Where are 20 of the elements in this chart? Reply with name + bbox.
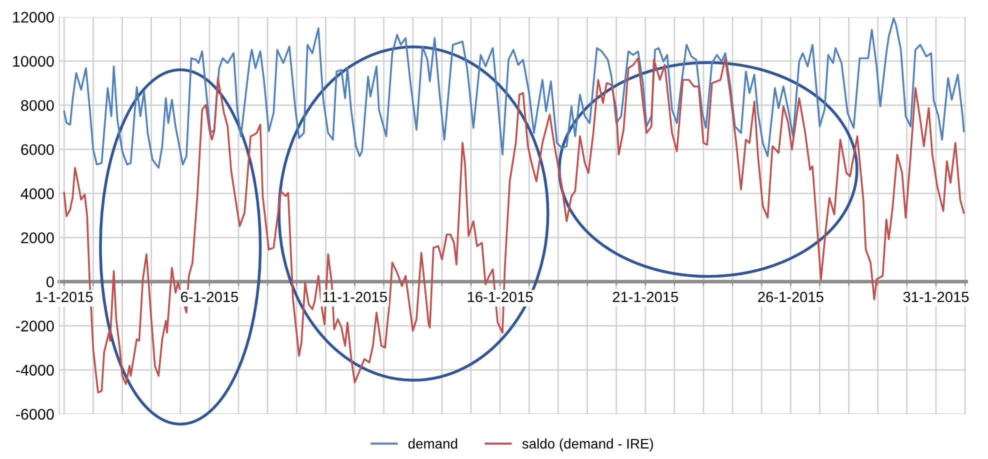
x-tick-label: 11-1-2015 [323,292,387,302]
line-series [63,17,965,169]
y-tick-label: 0 [46,276,54,288]
legend-label: demand [408,438,458,449]
y-tick-label: 10000 [13,56,54,67]
y-tick-label: 2000 [21,232,54,244]
y-tick-label: 6000 [21,144,54,156]
x-tick-label: 26-1-2015 [758,292,824,302]
x-tick-label: 6-1-2015 [180,292,238,302]
y-tick-label: -2000 [16,320,54,332]
y-tick-label: 4000 [20,188,54,200]
y-tick-label: -4000 [16,364,54,376]
legend-label: saldo (demand - IRE) [522,438,654,452]
x-tick-label: 1-1-2015 [36,292,93,302]
y-tick-label: -6000 [16,408,54,420]
x-tick-label: 21-1-2015 [612,292,678,302]
y-tick-label: 12000 [13,12,54,23]
x-tick-label: 31-1-2015 [903,292,969,302]
y-tick-label: 8000 [21,100,54,111]
x-tick-label: 16-1-2015 [468,292,533,302]
